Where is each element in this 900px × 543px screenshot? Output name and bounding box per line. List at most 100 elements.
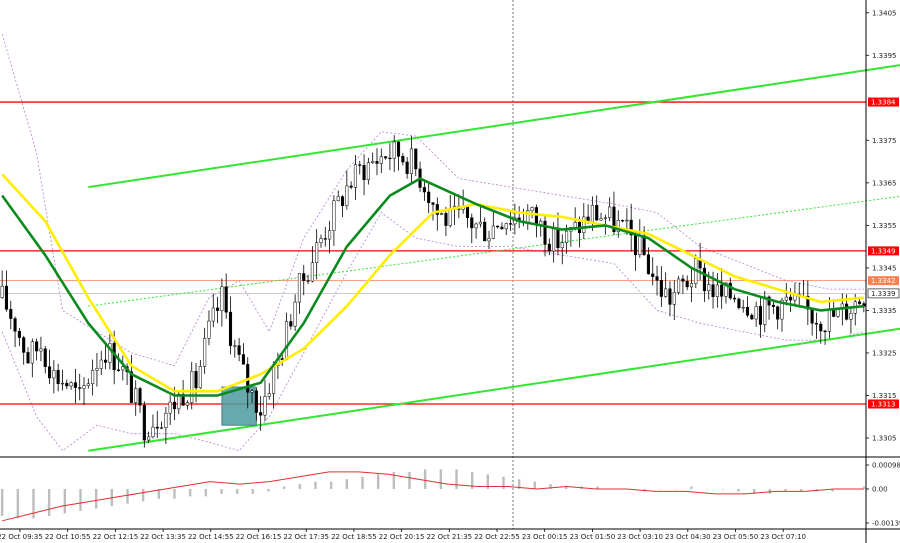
candle-body-24 (104, 359, 108, 363)
candle-body-165 (711, 284, 715, 297)
candle-body-47 (203, 338, 207, 367)
osc-bar-33 (517, 479, 521, 489)
envelope-lower (1, 212, 864, 452)
candle-body-130 (560, 242, 564, 249)
candle-body-83 (358, 164, 362, 166)
candle-body-0 (0, 285, 4, 298)
level-badge-1-label: 1.3349 (871, 247, 896, 255)
candle-body-129 (556, 228, 560, 249)
candle-body-191 (823, 330, 827, 333)
osc-bar-34 (533, 481, 537, 489)
osc-bar-43 (674, 488, 678, 490)
candle-body-55 (237, 345, 241, 355)
candle-body-180 (776, 306, 780, 320)
osc-bar-46 (721, 488, 725, 490)
candle-body-103 (444, 213, 448, 226)
osc-signal-line (2, 471, 864, 522)
time-tick-label-16: 23 Oct 07:10 (760, 533, 806, 541)
candle-body-149 (642, 235, 646, 255)
candle-body-10 (43, 348, 47, 367)
candle-body-189 (814, 322, 819, 325)
candle-body-100 (431, 202, 435, 205)
candle-body-182 (784, 296, 788, 301)
candle-body-60 (259, 412, 263, 416)
candle-body-126 (543, 220, 547, 245)
osc-bar-0 (0, 488, 4, 516)
candle-body-62 (267, 393, 271, 397)
candle-body-187 (806, 295, 810, 310)
candle-body-66 (284, 321, 289, 361)
candle-body-25 (108, 343, 112, 363)
candle-body-124 (534, 207, 538, 226)
time-tick-label-9: 22 Oct 21:35 (426, 533, 472, 541)
time-tick-label-3: 22 Oct 13:35 (140, 533, 186, 541)
candle-body-157 (677, 278, 681, 293)
candle-body-94 (405, 161, 409, 174)
candle-body-50 (216, 307, 220, 311)
price-tick-label-9: 1.3305 (872, 434, 897, 442)
candle-body-39 (168, 401, 172, 414)
candle-body-175 (754, 306, 758, 320)
price-tick-label-1: 1.3395 (872, 52, 897, 60)
candle-body-163 (702, 267, 706, 292)
candle-body-166 (715, 284, 719, 297)
moving-averages-layer (1, 173, 864, 397)
ask-badge-bg (868, 276, 899, 286)
osc-bar-30 (470, 471, 474, 489)
candle-body-16 (69, 382, 73, 387)
candle-body-164 (707, 284, 711, 292)
candle-body-43 (185, 402, 189, 406)
osc-bar-17 (267, 488, 270, 492)
osc-bar-16 (251, 488, 255, 494)
osc-bar-48 (752, 488, 756, 494)
ask-badge-label: 1.3342 (871, 277, 896, 285)
channel-upper (88, 64, 900, 189)
candle-body-18 (78, 387, 82, 389)
osc-bar-26 (408, 471, 411, 489)
candle-body-63 (272, 365, 276, 394)
candle-body-88 (379, 156, 383, 164)
candle-body-102 (440, 213, 444, 215)
osc-bar-11 (173, 488, 176, 499)
candle-body-160 (689, 283, 694, 288)
osc-bar-20 (314, 481, 317, 489)
candle-body-153 (659, 280, 663, 297)
candle-body-93 (401, 156, 405, 163)
candle-body-167 (720, 284, 724, 297)
candle-body-37 (160, 427, 164, 429)
osc-bar-8 (126, 488, 129, 504)
osc-bar-21 (329, 481, 333, 489)
candle-body-90 (388, 157, 392, 160)
current-price-badge-label: 1.3339 (871, 290, 896, 298)
level-badge-0-bg (868, 97, 899, 107)
candle-body-133 (573, 221, 577, 228)
candle-body-78 (336, 196, 340, 202)
candle-body-92 (396, 141, 401, 157)
level-badge-1-bg (868, 246, 899, 256)
candle-body-8 (35, 341, 39, 352)
osc-bar-1 (16, 488, 20, 519)
candle-body-143 (616, 219, 620, 233)
candle-body-193 (832, 309, 836, 317)
candle-body-79 (340, 196, 345, 206)
level-badge-2-label: 1.3313 (871, 400, 896, 408)
osc-bar-5 (79, 488, 82, 512)
moving-average-green (1, 177, 864, 397)
osc-bar-14 (220, 488, 223, 494)
osc-bar-4 (63, 488, 67, 514)
candle-body-81 (349, 185, 353, 188)
candle-body-82 (353, 164, 357, 188)
candle-body-44 (190, 371, 194, 403)
candle-body-2 (9, 309, 13, 319)
candle-body-58 (250, 390, 254, 393)
osc-bar-9 (141, 488, 145, 502)
candle-body-46 (198, 366, 202, 389)
candle-body-14 (60, 382, 65, 385)
candle-body-52 (224, 286, 228, 313)
price-tick-label-6: 1.3335 (872, 307, 897, 315)
candle-body-138 (595, 205, 599, 221)
candle-body-197 (849, 313, 853, 320)
candle-body-48 (207, 320, 211, 339)
candle-body-98 (422, 187, 426, 193)
